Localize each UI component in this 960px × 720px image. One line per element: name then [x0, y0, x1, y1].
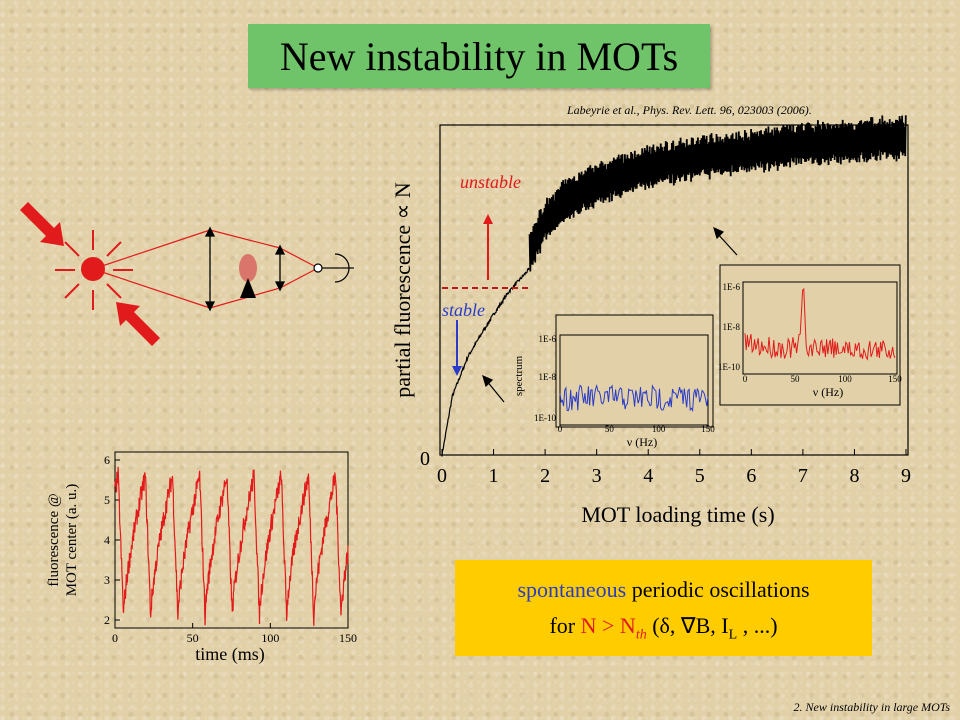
- inset1-x-tick-150: 150: [701, 424, 715, 434]
- osc-x-ticks: 0 50 100 150: [112, 623, 357, 645]
- oscillation-callout: spontaneous periodic oscillations for N …: [455, 560, 872, 656]
- main-unstable-line: [528, 115, 907, 272]
- osc-y-tick-6: 6: [104, 453, 110, 467]
- main-x-tick-2: 2: [540, 465, 550, 487]
- inset-unstable-spectrum: 1E-6 1E-8 1E-10 0 50 100 150 ν (Hz): [718, 264, 903, 406]
- callout-sub-th: th: [635, 627, 647, 643]
- inset1-y-tick-0: 1E-6: [539, 334, 557, 344]
- inset1-spectrum-line: [559, 383, 709, 413]
- inset2-x-tick-150: 150: [888, 374, 902, 384]
- main-stable-line: [441, 267, 530, 457]
- inset2-spectrum-line: [744, 287, 896, 361]
- inset-pointer-arrows: [482, 226, 738, 403]
- main-x-tick-1: 1: [489, 465, 499, 487]
- main-x-tick-8: 8: [849, 465, 859, 487]
- inset1-x-tick-50: 50: [605, 424, 615, 434]
- osc-y-tick-5: 5: [104, 493, 110, 507]
- inset2-y-tick-2: 1E-10: [718, 362, 740, 372]
- osc-x-tick-100: 100: [261, 631, 279, 645]
- detector-icon: [313, 253, 354, 283]
- light-rays: [55, 230, 133, 310]
- main-x-tick-7: 7: [798, 465, 808, 487]
- inset1-y-tick-2: 1E-10: [534, 413, 556, 423]
- inset2-x-tick-50: 50: [791, 374, 801, 384]
- title-banner: New instability in MOTs: [248, 24, 710, 88]
- callout-for: for: [549, 613, 581, 638]
- main-x-label: MOT loading time (s): [581, 502, 774, 527]
- callout-line-1: spontaneous periodic oscillations: [455, 572, 872, 608]
- inset1-x-label: ν (Hz): [627, 435, 657, 449]
- callout-line1-rest: periodic oscillations: [626, 577, 810, 602]
- osc-x-tick-50: 50: [187, 631, 199, 645]
- callout-end: , ...): [737, 613, 778, 638]
- inset2-x-tick-100: 100: [838, 374, 852, 384]
- main-x-tick-9: 9: [901, 465, 911, 487]
- inset1-x-ticks: 0 50 100 150: [558, 424, 716, 434]
- main-x-tick-0: 0: [437, 465, 447, 487]
- osc-x-tick-0: 0: [112, 631, 118, 645]
- aperture-icon: [240, 278, 256, 298]
- osc-y-ticks: 2 3 4 5 6: [104, 453, 120, 627]
- osc-y-label-line1: fluorescence @: [46, 493, 62, 587]
- main-x-tick-3: 3: [592, 465, 602, 487]
- callout-condition: N > N: [580, 613, 636, 638]
- lens-icon: [239, 254, 257, 282]
- stable-label: stable: [442, 300, 485, 320]
- slide-title: New instability in MOTs: [279, 33, 679, 79]
- callout-spontaneous: spontaneous: [517, 577, 627, 602]
- oscillation-chart: 2 3 4 5 6 0 50 100 150 time (ms) fluorescence @…: [46, 451, 357, 665]
- callout-params: (δ, ∇B, I: [646, 613, 729, 638]
- main-loading-chart: 0 1 2 3 4 5 6 7 8 9 0 MOT loading time (s) partia…: [390, 115, 911, 527]
- inset1-x-tick-100: 100: [652, 424, 666, 434]
- main-x-ticks: 0 1 2 3 4 5 6 7 8 9: [437, 449, 911, 487]
- main-x-tick-4: 4: [643, 465, 653, 487]
- inset1-x-tick-0: 0: [558, 424, 563, 434]
- main-y-tick-0: 0: [420, 448, 430, 470]
- osc-y-tick-3: 3: [104, 573, 110, 587]
- laser-arrow-icon: [20, 202, 160, 346]
- stable-arrow-icon: [452, 320, 462, 376]
- inset1-y-label: spectrum: [513, 355, 525, 396]
- inset1-y-tick-1: 1E-8: [539, 372, 557, 382]
- main-x-tick-5: 5: [695, 465, 705, 487]
- callout-line-2: for N > Nth (δ, ∇B, IL , ...): [455, 608, 872, 653]
- main-x-tick-6: 6: [746, 465, 756, 487]
- unstable-label: unstable: [460, 172, 521, 192]
- mot-schematic-diagram: [20, 202, 354, 346]
- inset2-x-ticks: 0 50 100 150: [743, 374, 903, 384]
- osc-signal-line: [114, 466, 349, 626]
- inset2-y-tick-0: 1E-6: [723, 282, 741, 292]
- osc-y-label-line2: MOT center (a. u.): [64, 484, 80, 597]
- osc-x-tick-150: 150: [339, 631, 357, 645]
- main-y-label: partial fluorescence ∝ N: [390, 182, 415, 398]
- unstable-arrow-icon: [483, 214, 493, 280]
- osc-y-tick-4: 4: [104, 533, 110, 547]
- inset-stable-spectrum: 1E-6 1E-8 1E-10 spectrum 0 50 100 150 ν (Hz…: [513, 314, 716, 449]
- osc-y-tick-2: 2: [104, 613, 110, 627]
- citation: Labeyrie et al., Phys. Rev. Lett. 96, 02…: [567, 103, 812, 117]
- inset2-x-label: ν (Hz): [813, 385, 843, 399]
- footer-text: 2. New instability in large MOTs: [793, 700, 950, 714]
- callout-sub-l: L: [728, 627, 738, 643]
- main-plot-frame: [439, 124, 909, 456]
- osc-x-label: time (ms): [195, 644, 265, 665]
- inset2-y-tick-1: 1E-8: [723, 322, 741, 332]
- inset2-x-tick-0: 0: [743, 374, 748, 384]
